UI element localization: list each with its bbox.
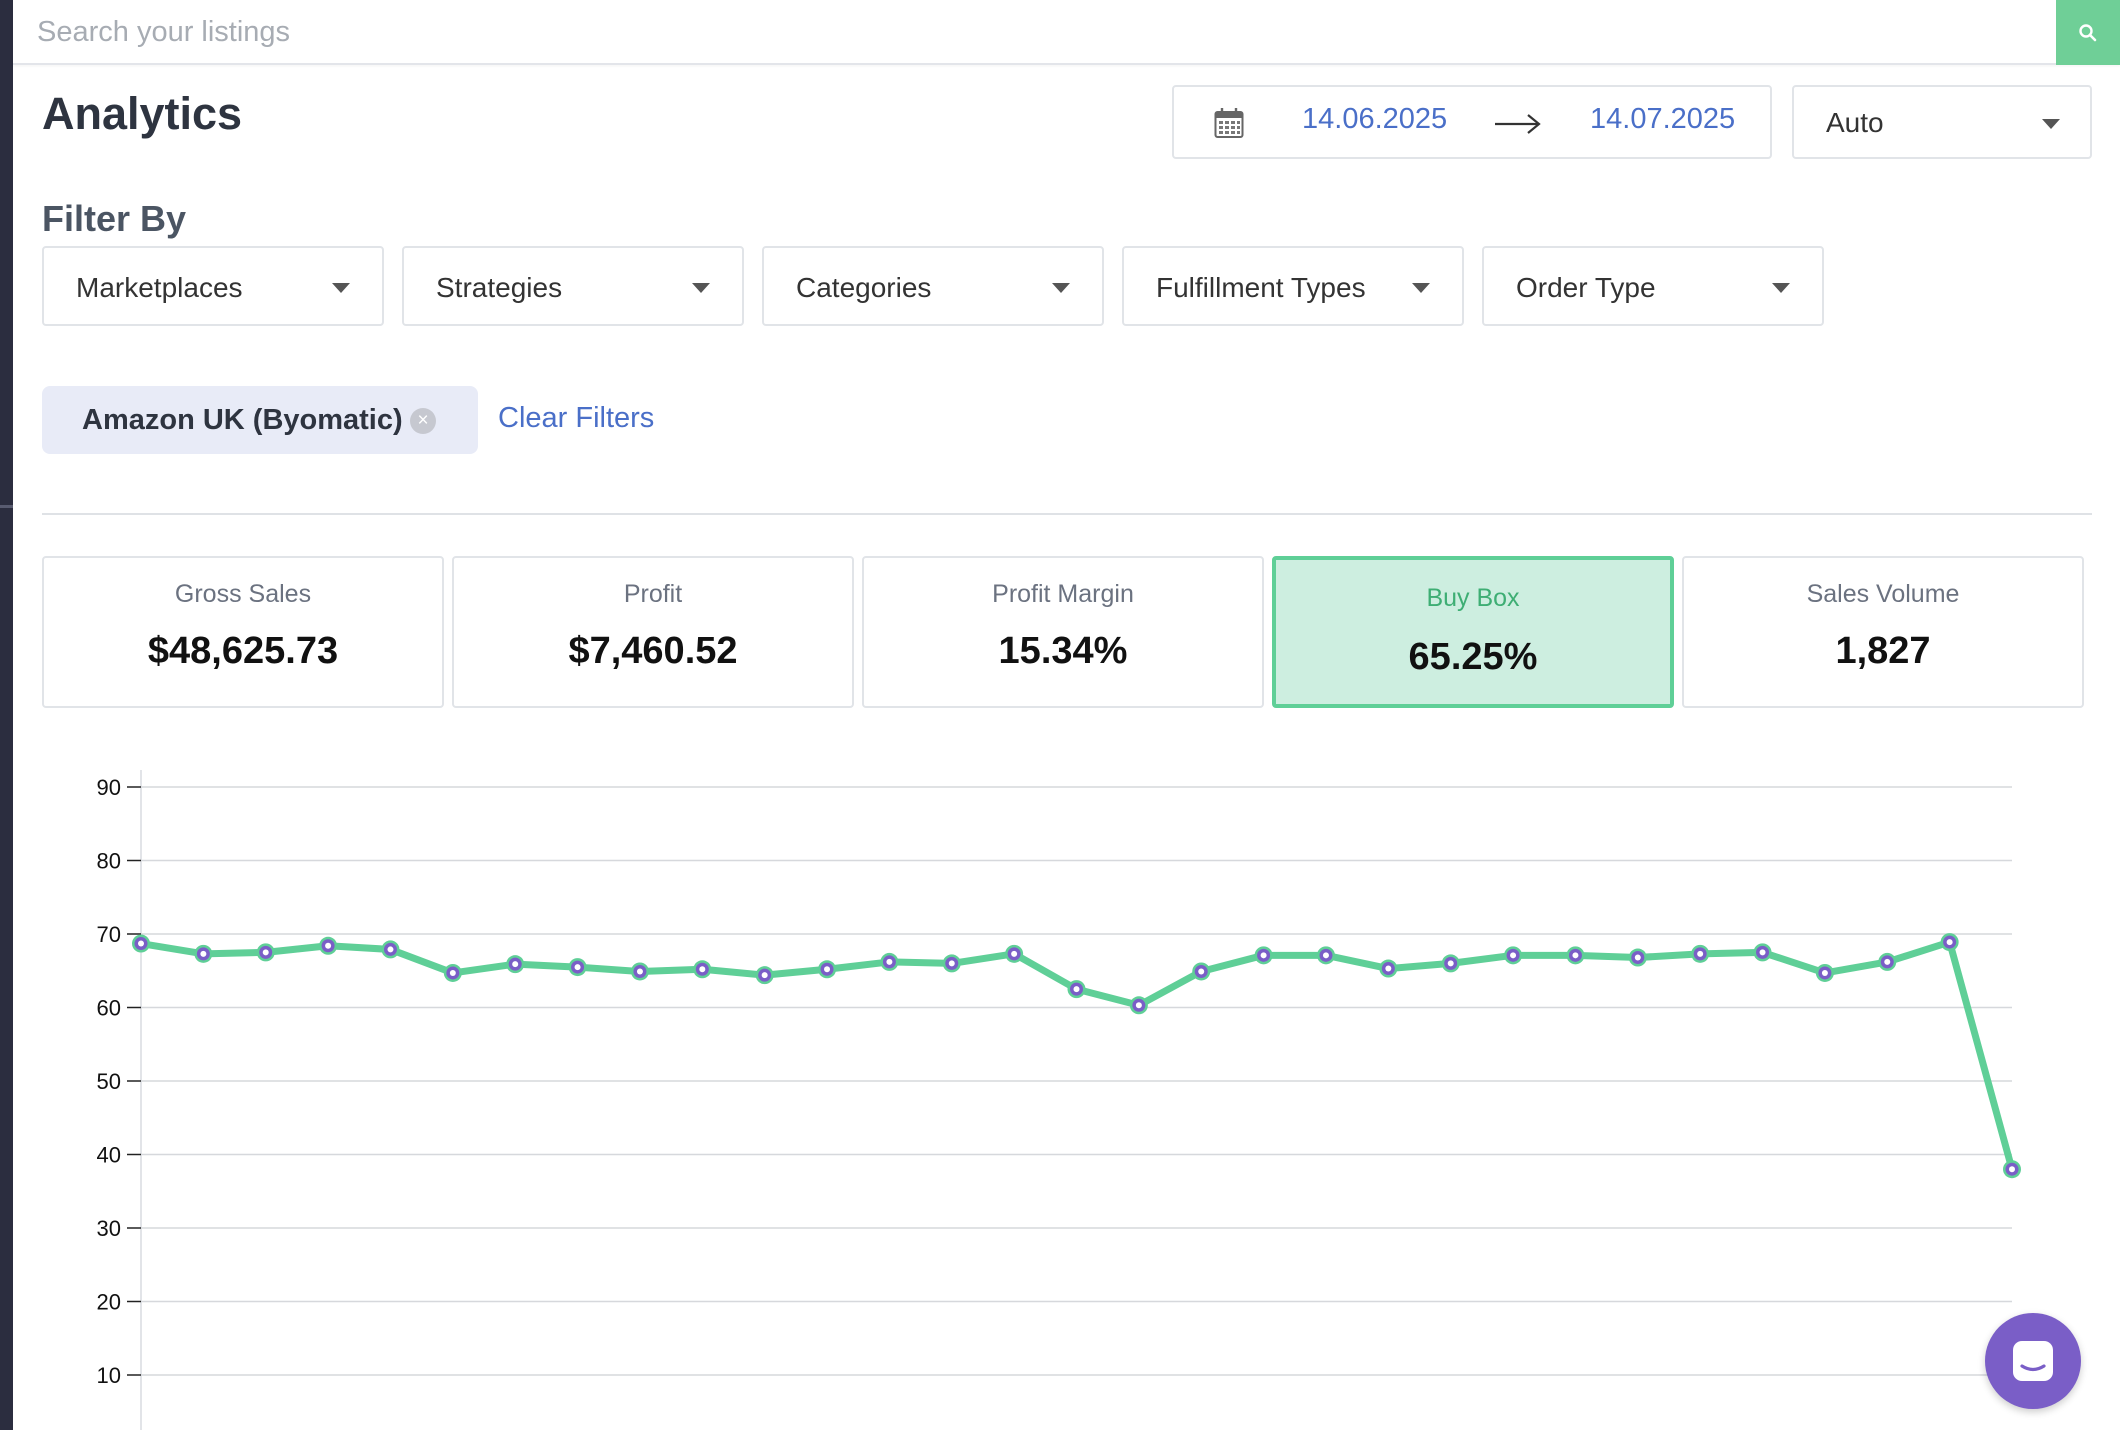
metric-card-buy-box[interactable]: Buy Box 65.25% (1272, 556, 1674, 708)
dropdown-fulfillment-types[interactable]: Fulfillment Types (1122, 246, 1464, 326)
filter-title: Filter By (42, 198, 187, 239)
chevron-down-icon (692, 283, 710, 293)
sidebar-edge (0, 0, 13, 1430)
metric-value: $7,460.52 (568, 630, 738, 672)
metric-label: Profit Margin (992, 580, 1134, 608)
metric-label: Sales Volume (1806, 580, 1960, 608)
metric-card-gross-sales[interactable]: Gross Sales $48,625.73 (42, 556, 444, 708)
search-button[interactable] (2056, 0, 2120, 65)
data-point-center (1821, 969, 1828, 976)
data-point-center (1447, 960, 1454, 967)
chat-icon (2013, 1341, 2053, 1381)
data-point-center (262, 949, 269, 956)
data-point-center (1572, 952, 1579, 959)
data-point-center (387, 946, 394, 953)
dropdown-label: Strategies (436, 272, 563, 303)
chevron-down-icon (1052, 283, 1070, 293)
data-point-center (1260, 952, 1267, 959)
data-point-center (200, 950, 207, 957)
granularity-value: Auto (1826, 107, 1884, 138)
data-point-center (1697, 950, 1704, 957)
divider (42, 513, 2092, 515)
data-point-center (636, 968, 643, 975)
metric-value: 15.34% (998, 630, 1128, 672)
filter-chip-label: Amazon UK (Byomatic) (82, 404, 403, 436)
dropdown-strategies[interactable]: Strategies (402, 246, 744, 326)
data-point-center (1634, 954, 1641, 961)
dropdown-marketplaces[interactable]: Marketplaces (42, 246, 384, 326)
y-tick-label: 10 (97, 1363, 121, 1388)
page-title: Analytics (42, 88, 243, 139)
metric-value: 65.25% (1408, 636, 1538, 678)
y-tick-label: 30 (97, 1216, 121, 1241)
metric-card-profit[interactable]: Profit $7,460.52 (452, 556, 854, 708)
data-point-center (1884, 958, 1891, 965)
clear-filters-link[interactable]: Clear Filters (498, 402, 655, 434)
data-point-center (1322, 952, 1329, 959)
metric-card-sales-volume[interactable]: Sales Volume 1,827 (1682, 556, 2084, 708)
filter-chip: Amazon UK (Byomatic) × (42, 386, 478, 454)
dropdown-label: Order Type (1516, 272, 1656, 303)
search-icon (2079, 23, 2097, 41)
remove-filter-icon[interactable]: × (410, 408, 436, 434)
calendar-icon (1214, 108, 1244, 138)
y-tick-label: 80 (97, 849, 121, 874)
data-point-center (325, 942, 332, 949)
dropdown-label: Categories (796, 272, 932, 303)
dropdown-order-type[interactable]: Order Type (1482, 246, 1824, 326)
date-end[interactable]: 14.07.2025 (1590, 103, 1736, 135)
dropdown-label: Marketplaces (76, 272, 243, 303)
data-point-center (824, 966, 831, 973)
data-point-center (574, 964, 581, 971)
sidebar-edge-notch (0, 505, 13, 508)
data-point-center (2009, 1166, 2015, 1173)
date-range-picker[interactable]: 14.06.2025 14.07.2025 (1172, 85, 1772, 159)
search-input[interactable] (37, 6, 2037, 58)
data-point-center (1198, 968, 1205, 975)
data-point-center (886, 958, 893, 965)
metric-label: Buy Box (1426, 584, 1520, 612)
metric-label: Gross Sales (174, 580, 312, 608)
data-point-center (761, 972, 768, 979)
dropdown-categories[interactable]: Categories (762, 246, 1104, 326)
buy-box-line-chart: 10 20 30 40 50 60 70 80 90 (97, 770, 2021, 1430)
y-tick-label: 50 (97, 1069, 121, 1094)
y-tick-label: 70 (97, 922, 121, 947)
y-tick-label: 20 (97, 1290, 121, 1315)
metric-label: Profit (623, 580, 683, 608)
search-bar (13, 0, 2120, 65)
data-point-center (1510, 952, 1517, 959)
chevron-down-icon (1772, 283, 1790, 293)
y-tick-label: 40 (97, 1143, 121, 1168)
data-point-center (512, 961, 519, 968)
chevron-down-icon (1412, 283, 1430, 293)
data-point-center (1135, 1002, 1142, 1009)
data-point-center (1385, 965, 1392, 972)
data-point-center (138, 940, 144, 947)
data-point-center (1073, 986, 1080, 993)
data-point-center (1011, 950, 1018, 957)
data-point-center (699, 966, 706, 973)
data-point-center (1759, 949, 1766, 956)
dropdown-label: Fulfillment Types (1156, 272, 1366, 303)
metric-value: 1,827 (1835, 630, 1931, 672)
metric-card-profit-margin[interactable]: Profit Margin 15.34% (862, 556, 1264, 708)
data-point-center (449, 969, 456, 976)
y-tick-label: 60 (97, 996, 121, 1021)
granularity-select[interactable]: Auto (1792, 85, 2092, 159)
chevron-down-icon (332, 283, 350, 293)
y-tick-label: 90 (97, 775, 121, 800)
data-point-center (948, 960, 955, 967)
arrow-right-icon (1495, 114, 1541, 134)
date-start[interactable]: 14.06.2025 (1302, 103, 1448, 135)
metric-value: $48,625.73 (147, 630, 339, 672)
chat-button[interactable] (1985, 1313, 2081, 1409)
data-point-center (1946, 939, 1953, 946)
chevron-down-icon (2042, 119, 2060, 129)
series-line (137, 938, 2016, 1173)
